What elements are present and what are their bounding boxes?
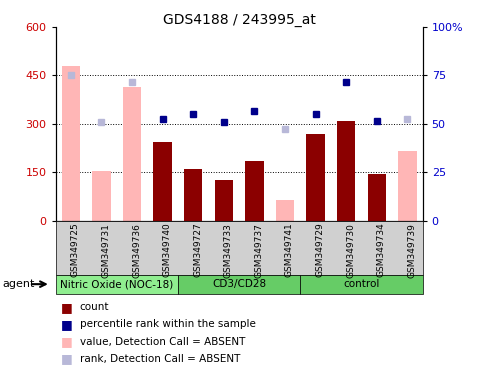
Bar xyxy=(337,121,355,221)
Text: GSM349734: GSM349734 xyxy=(377,223,386,278)
Text: GSM349740: GSM349740 xyxy=(163,223,171,278)
Bar xyxy=(92,171,111,221)
Text: GDS4188 / 243995_at: GDS4188 / 243995_at xyxy=(163,13,315,27)
Text: GSM349737: GSM349737 xyxy=(255,223,263,278)
Bar xyxy=(62,66,80,221)
Text: control: control xyxy=(343,279,380,289)
Bar xyxy=(245,161,264,221)
Bar xyxy=(398,151,416,221)
Bar xyxy=(276,200,294,221)
Text: GSM349729: GSM349729 xyxy=(315,223,325,278)
Bar xyxy=(123,87,141,221)
Text: GSM349741: GSM349741 xyxy=(285,223,294,278)
Text: CD3/CD28: CD3/CD28 xyxy=(212,279,266,289)
Text: GSM349730: GSM349730 xyxy=(346,223,355,278)
Text: GSM349733: GSM349733 xyxy=(224,223,233,278)
Text: GSM349727: GSM349727 xyxy=(193,223,202,278)
Bar xyxy=(154,142,172,221)
Text: GSM349736: GSM349736 xyxy=(132,223,141,278)
Text: GSM349725: GSM349725 xyxy=(71,223,80,278)
Text: Nitric Oxide (NOC-18): Nitric Oxide (NOC-18) xyxy=(60,279,173,289)
Bar xyxy=(214,180,233,221)
Text: ■: ■ xyxy=(60,301,72,314)
Bar xyxy=(368,174,386,221)
Text: agent: agent xyxy=(2,279,35,289)
Text: ■: ■ xyxy=(60,353,72,366)
Text: GSM349739: GSM349739 xyxy=(407,223,416,278)
Bar xyxy=(184,169,202,221)
Text: rank, Detection Call = ABSENT: rank, Detection Call = ABSENT xyxy=(80,354,240,364)
Bar xyxy=(306,134,325,221)
Text: ■: ■ xyxy=(60,318,72,331)
Text: GSM349731: GSM349731 xyxy=(101,223,111,278)
Text: count: count xyxy=(80,302,109,312)
Text: ■: ■ xyxy=(60,335,72,348)
Text: value, Detection Call = ABSENT: value, Detection Call = ABSENT xyxy=(80,337,245,347)
Text: percentile rank within the sample: percentile rank within the sample xyxy=(80,319,256,329)
